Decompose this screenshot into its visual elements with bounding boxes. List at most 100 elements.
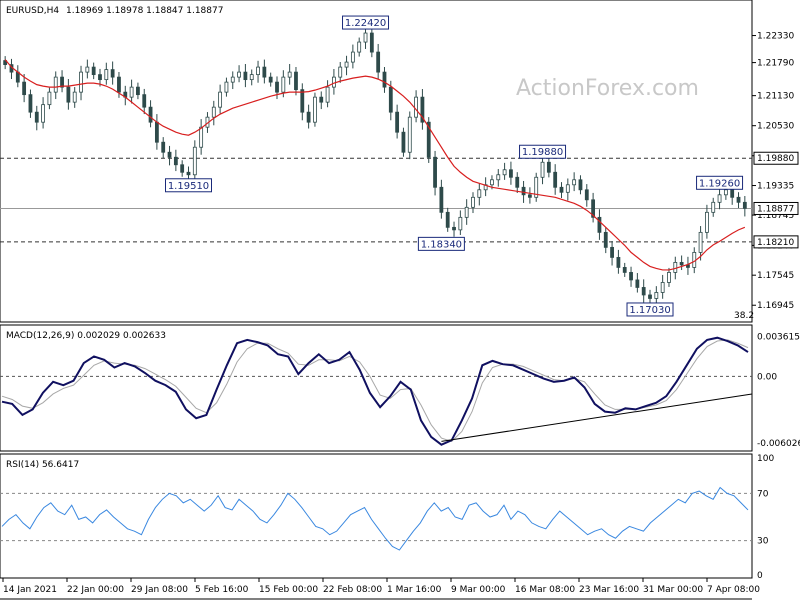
price-level-tag-label: 1.18210: [757, 238, 794, 248]
candle-body: [433, 156, 437, 188]
x-tick-label: 16 Mar 08:00: [515, 585, 575, 595]
candle-body: [654, 292, 659, 299]
price-level-tag: 1.18210: [753, 235, 799, 249]
candle-body: [395, 111, 400, 133]
candle-body: [104, 69, 109, 81]
price-layer: 1.22420 1.19510 1.19880 1.18340 1.19260 1.170…: [0, 15, 752, 317]
price-panel-frame: [0, 0, 753, 323]
candle-body: [565, 184, 570, 193]
candle-body: [723, 189, 728, 196]
candle-body: [357, 41, 362, 53]
candle-body: [142, 94, 147, 108]
macd-trendline: [441, 393, 753, 442]
candle-body: [34, 111, 39, 123]
candle-body: [452, 226, 456, 231]
rsi-panel-frame: [0, 453, 753, 579]
macd-layer: [0, 336, 753, 446]
price-annotation: 1.19510: [165, 178, 212, 193]
candle-body: [148, 106, 153, 123]
candle-body: [167, 151, 172, 158]
candle-body: [338, 66, 343, 78]
candle-body: [521, 186, 526, 196]
annotation-label: 1.22420: [345, 18, 386, 29]
price-annotation: 1.19260: [696, 175, 744, 190]
x-tick-label: 29 Jan 08:00: [131, 585, 188, 595]
price-tick-label: 1.21130: [757, 92, 794, 102]
candle-body: [129, 86, 134, 98]
candle-body: [591, 199, 596, 218]
annotation-box: [342, 15, 390, 30]
candle-body: [584, 189, 589, 201]
rsi-tick-label: 100: [757, 454, 774, 464]
candle-body: [344, 61, 349, 68]
candle-body: [275, 81, 279, 93]
candle-body: [540, 161, 545, 178]
candle-body: [249, 74, 254, 81]
candle-body: [578, 179, 583, 191]
x-tick-label: 31 Mar 00:00: [643, 585, 703, 595]
annotation-box: [519, 144, 567, 159]
price-level-tag: 1.19880: [753, 151, 799, 165]
annotation-box: [165, 178, 212, 193]
candle-body: [192, 146, 197, 176]
rsi-tick-label: 0: [757, 571, 763, 581]
annotation-label: 1.17030: [629, 305, 670, 316]
rsi-tick-label: 30: [757, 537, 769, 547]
candle-body: [287, 71, 292, 78]
candle-body: [622, 267, 627, 273]
candle-body: [186, 171, 191, 176]
candle-body: [477, 189, 482, 198]
macd-panel-frame: [0, 324, 753, 452]
annotation-box: [626, 302, 674, 317]
price-tick-label: 1.21790: [757, 59, 794, 69]
candle-body: [559, 186, 564, 193]
macd-tick-label: -0.006026: [757, 439, 800, 449]
candle-body: [300, 89, 305, 113]
candle-body: [426, 121, 431, 158]
price-tick-label: 1.18745: [757, 211, 794, 221]
annotation-label: 1.19510: [168, 181, 209, 192]
price-annotation: 1.22420: [342, 15, 390, 30]
rsi-line: [1, 486, 749, 551]
annotation-box: [417, 236, 465, 251]
annotation-label: 1.19880: [522, 147, 563, 158]
candle-body: [705, 211, 709, 233]
candle-body: [667, 272, 671, 283]
candle-body: [407, 116, 412, 153]
candle-body: [553, 171, 558, 188]
price-annotation: 1.19880: [519, 144, 567, 159]
candle-body: [173, 156, 178, 166]
macd-main-line: [1, 336, 749, 446]
candle-body: [458, 216, 463, 231]
candle-body: [325, 86, 330, 103]
candle-body: [490, 179, 494, 186]
candle-body: [237, 71, 241, 78]
candle-body: [635, 279, 640, 288]
macd-tick-label: 0.003615: [757, 332, 800, 342]
price-level-tag-label: 1.19880: [757, 154, 794, 164]
candle-body: [161, 141, 166, 153]
candle-body: [53, 76, 58, 93]
candle-body: [350, 51, 355, 63]
price-level-tag-box: [753, 201, 799, 215]
candle-body: [660, 282, 665, 293]
candle-body: [420, 96, 425, 123]
candle-body: [243, 71, 248, 81]
candle-body: [306, 111, 311, 123]
x-tick-label: 14 Jan 2021: [3, 585, 57, 595]
rsi-tick-label: 70: [757, 489, 769, 499]
candle-body: [60, 76, 64, 88]
candle-body: [199, 126, 204, 148]
price-annotation: 1.17030: [626, 302, 674, 317]
candle-body: [388, 86, 393, 113]
symbol-title: EURUSD,H4: [6, 6, 59, 16]
candle-body: [79, 71, 83, 93]
rsi-layer: [0, 486, 752, 551]
candle-body: [294, 71, 298, 91]
candle-body: [85, 66, 90, 73]
candle-body: [502, 169, 507, 176]
candle-body: [154, 121, 159, 143]
candle-body: [376, 51, 381, 73]
candle-body: [641, 287, 646, 296]
annotation-label: 1.19260: [699, 178, 740, 189]
